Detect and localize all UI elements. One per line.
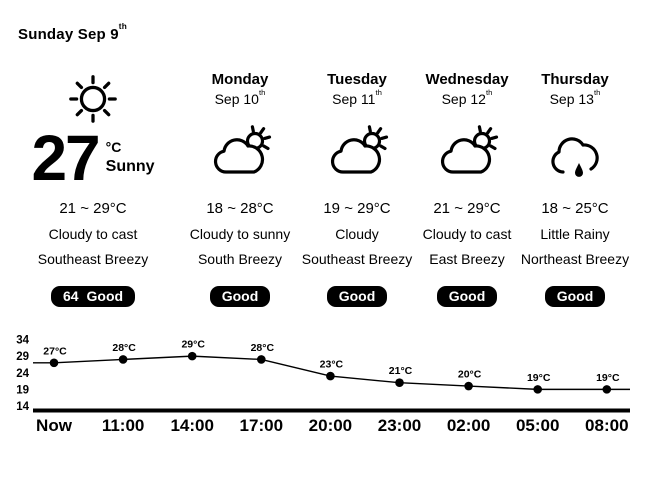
y-axis-tick: 34 [16, 335, 29, 347]
temp-range: 18 ~ 25°C [541, 200, 609, 217]
day-name: Monday [211, 71, 269, 88]
condition-text: Cloudy to sunny [189, 226, 291, 242]
x-axis-tick: 20:00 [309, 416, 352, 435]
data-point [326, 371, 335, 381]
cloud-sun-icon [440, 125, 499, 174]
point-label: 28°C [112, 342, 136, 354]
forecast-column-thursday[interactable]: Thursday Sep 13th 18 ~ 25°C Little Rainy… [517, 0, 633, 480]
aqi-label: Good [556, 288, 594, 304]
aqi-badge[interactable]: Good [436, 286, 498, 307]
y-axis-tick: 14 [16, 401, 29, 413]
page-title-text: Sunday Sep 9 [18, 26, 119, 43]
day-date-text: Sep 12 [441, 91, 486, 107]
point-label: 19°C [527, 372, 551, 384]
x-axis-tick: 11:00 [102, 416, 145, 435]
point-label: 28°C [251, 342, 275, 354]
day-date-text: Sep 11 [332, 91, 376, 107]
day-date-text: Sep 10 [214, 91, 259, 107]
today-icon-slot [15, 72, 171, 126]
x-axis-tick: 02:00 [447, 416, 490, 435]
day-date: Sep 13th [517, 87, 633, 107]
temp-range: 21 ~ 29°C [59, 200, 127, 217]
page-title-ordinal: th [118, 22, 127, 32]
data-point [118, 355, 128, 364]
day-date-ordinal: th [375, 87, 382, 97]
day-date-text: Sep 13 [549, 91, 594, 107]
point-label: 23°C [320, 359, 344, 371]
x-axis-tick: 23:00 [378, 416, 421, 435]
aqi-badge[interactable]: Good [209, 286, 271, 307]
day-date-ordinal: th [485, 87, 493, 97]
raindrop [575, 163, 583, 177]
y-axis-tick: 29 [16, 351, 29, 363]
x-axis-tick: 17:00 [240, 416, 283, 435]
wind-text: South Breezy [197, 251, 283, 267]
condition-text: Little Rainy [540, 226, 610, 242]
x-axis-tick: 05:00 [516, 416, 559, 435]
day-date-ordinal: th [593, 87, 601, 97]
wind-text: Northeast Breezy [520, 251, 630, 267]
aqi-label: Good [338, 288, 376, 304]
data-point [257, 355, 266, 364]
cloud-sun-icon [213, 125, 272, 174]
data-point [395, 378, 404, 388]
day-name: Wednesday [425, 71, 509, 88]
forecast-column-wednesday[interactable]: Wednesday Sep 12th 21 ~ 29°C Cloudy to c… [409, 0, 525, 480]
condition-text: Cloudy to cast [422, 226, 512, 242]
aqi-badge[interactable]: 64 Good [50, 286, 136, 307]
aqi-badge[interactable]: Good [326, 286, 388, 307]
data-point [602, 385, 612, 394]
aqi-label: Good [448, 288, 486, 304]
point-label: 21°C [389, 365, 413, 377]
forecast-column-monday[interactable]: Monday Sep 10th 18 ~ 28°C Cloudy to sunn… [182, 0, 298, 480]
condition-text: Cloudy [335, 226, 379, 242]
hourly-temp-chart: 34 29 24 19 14 27°C Now 28°C 11:00 29°C 14:00 28°C 1… [16, 335, 630, 435]
forecast-column-tuesday[interactable]: Tuesday Sep 11th 19 ~ 29°C Cloudy Southe… [299, 0, 415, 480]
point-label: 19°C [596, 372, 620, 384]
day-name: Thursday [541, 71, 609, 88]
day-date: Sep 10th [182, 87, 298, 107]
x-axis-tick: 08:00 [585, 416, 628, 435]
aqi-badge[interactable]: Good [544, 286, 606, 307]
page-title: Sunday Sep 9th [18, 23, 127, 43]
point-label: 29°C [181, 339, 205, 351]
sun-icon [69, 75, 117, 123]
point-label: 20°C [458, 369, 482, 381]
data-point [464, 381, 473, 391]
day-date-ordinal: th [258, 87, 266, 97]
temp-range: 18 ~ 28°C [206, 200, 274, 217]
current-condition: Sunny [105, 158, 155, 175]
x-axis-tick: 14:00 [170, 416, 213, 435]
wind-text: Southeast Breezy [301, 251, 413, 267]
y-axis-tick: 24 [16, 368, 29, 380]
cloud-sun-icon [330, 125, 389, 174]
aqi-value: 64 [62, 288, 79, 304]
temp-range: 19 ~ 29°C [323, 200, 391, 217]
temp-range: 21 ~ 29°C [433, 200, 501, 217]
aqi-label: Good [86, 288, 124, 304]
data-point [187, 351, 197, 361]
point-label: 27°C [43, 345, 67, 357]
x-axis-tick: Now [36, 416, 73, 435]
data-point [533, 385, 542, 394]
forecast-column-today[interactable]: 27 °C Sunny 21 ~ 29°C Cloudy to cast Sou… [15, 0, 171, 480]
wind-text: Southeast Breezy [37, 251, 149, 267]
data-point [49, 358, 59, 368]
condition-text: Cloudy to cast [48, 226, 138, 242]
day-date: Sep 12th [409, 87, 525, 107]
current-temp-unit: °C [105, 139, 122, 155]
aqi-label: Good [221, 288, 259, 304]
wind-text: East Breezy [429, 251, 505, 267]
day-name: Tuesday [327, 71, 387, 88]
current-temp-value: 27 [31, 122, 100, 194]
y-axis-tick: 19 [16, 384, 29, 396]
current-temperature: 27 °C Sunny [15, 122, 171, 194]
cloud-rain-icon [551, 137, 599, 177]
day-date: Sep 11th [299, 87, 415, 107]
